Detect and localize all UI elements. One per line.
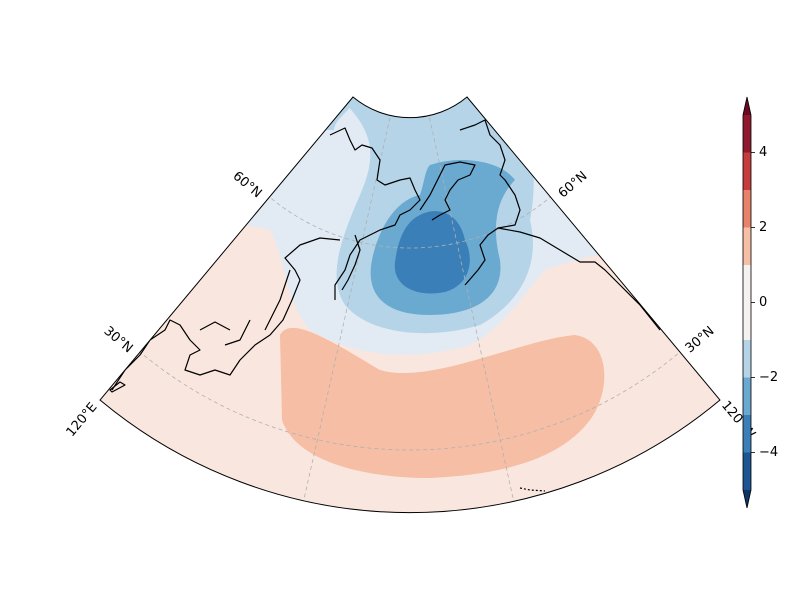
colorbar-band bbox=[743, 227, 751, 265]
graticule-label: 120°W bbox=[718, 398, 758, 442]
colorbar-band bbox=[743, 152, 751, 190]
colorbar-tick-label: 2 bbox=[759, 220, 767, 235]
graticule-label: 120°E bbox=[64, 400, 101, 440]
colorbar-band bbox=[743, 265, 751, 340]
colorbar-extend-low bbox=[743, 490, 751, 508]
graticule-label: 60°N bbox=[556, 169, 591, 202]
coastline bbox=[199, 269, 291, 346]
coastline bbox=[459, 119, 521, 286]
colorbar-outline bbox=[742, 96, 752, 509]
parallel bbox=[190, 97, 630, 249]
colorbar-tick-label: −2 bbox=[759, 370, 778, 385]
coastline bbox=[329, 127, 421, 300]
graticule-label: 60°N bbox=[230, 169, 265, 202]
colorbar: 4 2 0 −2 −4 bbox=[742, 96, 778, 509]
colorbar-band bbox=[743, 190, 751, 228]
colorbar-extend-high bbox=[743, 97, 751, 115]
parallel bbox=[100, 97, 720, 451]
colorbar-band bbox=[743, 340, 751, 378]
colorbar-tick-label: 0 bbox=[759, 295, 767, 310]
colorbar-tick-label: −4 bbox=[759, 445, 778, 460]
colorbar-band bbox=[743, 115, 751, 153]
coastline bbox=[419, 161, 476, 221]
colorbar-band bbox=[743, 377, 751, 415]
graticule-label: 30°N bbox=[101, 324, 136, 357]
island bbox=[109, 381, 126, 393]
colorbar-tick-label: 4 bbox=[759, 145, 767, 160]
colorbar-band bbox=[743, 415, 751, 453]
colorbar-band bbox=[743, 452, 751, 490]
islands bbox=[519, 487, 546, 492]
coastline bbox=[341, 234, 361, 291]
field-negative-4 bbox=[394, 211, 470, 294]
field-positive-2 bbox=[280, 327, 605, 478]
coastline bbox=[497, 227, 661, 331]
graticule-label: 30°N bbox=[683, 324, 718, 357]
coastline bbox=[111, 237, 341, 391]
map-frame bbox=[99, 96, 721, 514]
map-field bbox=[100, 97, 720, 513]
